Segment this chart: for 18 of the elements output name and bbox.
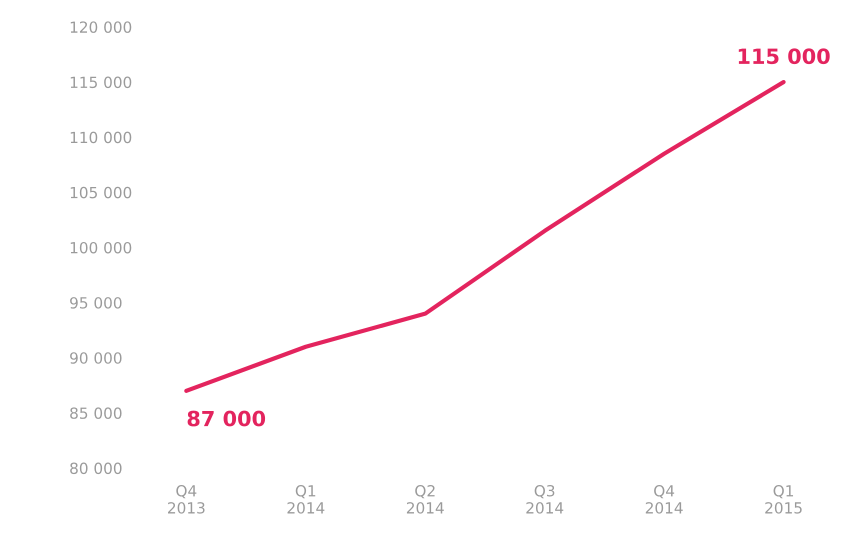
y-tick-label: 95 000 [70,297,122,309]
y-tick-label: 90 000 [70,352,122,364]
y-tick-label: 80 000 [70,462,122,474]
y-tick-label: 120 000 [70,21,132,33]
y-tick-label: 100 000 [70,242,132,254]
x-tick-label: Q3 2014 [526,484,564,514]
x-tick-label: Q4 2013 [168,484,205,514]
y-tick-label: 115 000 [70,76,132,88]
y-tick-label: 85 000 [70,407,122,419]
x-tick-label: Q2 2014 [406,484,444,514]
y-tick-label: 110 000 [70,132,132,144]
data-label: 87 000 [188,410,266,426]
x-tick-label: Q1 2014 [287,484,324,514]
x-tick-label: Q1 2015 [765,484,802,514]
data-label: 115 000 [738,48,830,64]
y-tick-label: 105 000 [70,186,132,198]
line-series [184,80,786,393]
x-tick-label: Q4 2014 [646,484,683,514]
